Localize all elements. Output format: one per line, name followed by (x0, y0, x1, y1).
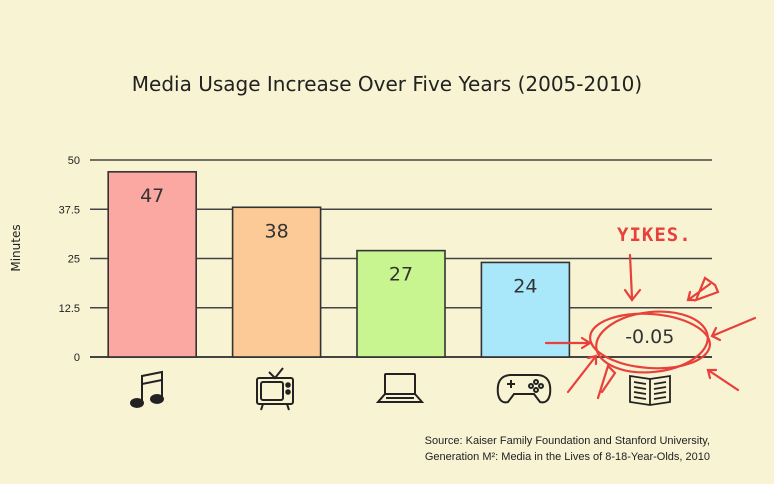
chart-title: Media Usage Increase Over Five Years (20… (131, 72, 643, 96)
bars (107, 171, 571, 358)
y-tick-label: 12.5 (59, 303, 80, 315)
bar-tv (231, 206, 322, 358)
yikes-label: YIKES. (617, 224, 692, 246)
game-controller-icon (496, 374, 552, 404)
bar-value-label: 47 (140, 185, 164, 207)
tv-icon (256, 367, 294, 411)
bar-value-label: -0.05 (625, 326, 674, 348)
bar-game-controller (480, 261, 571, 358)
bar-value-label: 38 (265, 220, 289, 242)
y-tick-label: 0 (74, 352, 80, 364)
y-tick-label: 37.5 (59, 204, 80, 216)
y-tick-label: 25 (68, 254, 80, 266)
bar-music-note (107, 171, 197, 358)
source-line-2: Generation M²: Media in the Lives of 8-1… (424, 451, 710, 463)
source-note: Source: Kaiser Family Foundation and Sta… (425, 433, 710, 465)
y-tick-label: 50 (68, 155, 80, 167)
laptop-icon (375, 373, 425, 403)
bar-value-label: 27 (389, 264, 413, 286)
music-note-icon (130, 370, 164, 408)
yikes-annotation: YIKES. (544, 224, 757, 400)
bar-laptop (356, 249, 446, 358)
bar-value-label: 24 (513, 275, 537, 297)
source-line-1: Source: Kaiser Family Foundation and Sta… (424, 435, 710, 447)
book-icon (629, 374, 671, 406)
value-labels: 47 38 27 24 -0.05 (140, 185, 674, 348)
y-axis-ticks: 0 12.5 25 37.5 50 (59, 155, 80, 364)
